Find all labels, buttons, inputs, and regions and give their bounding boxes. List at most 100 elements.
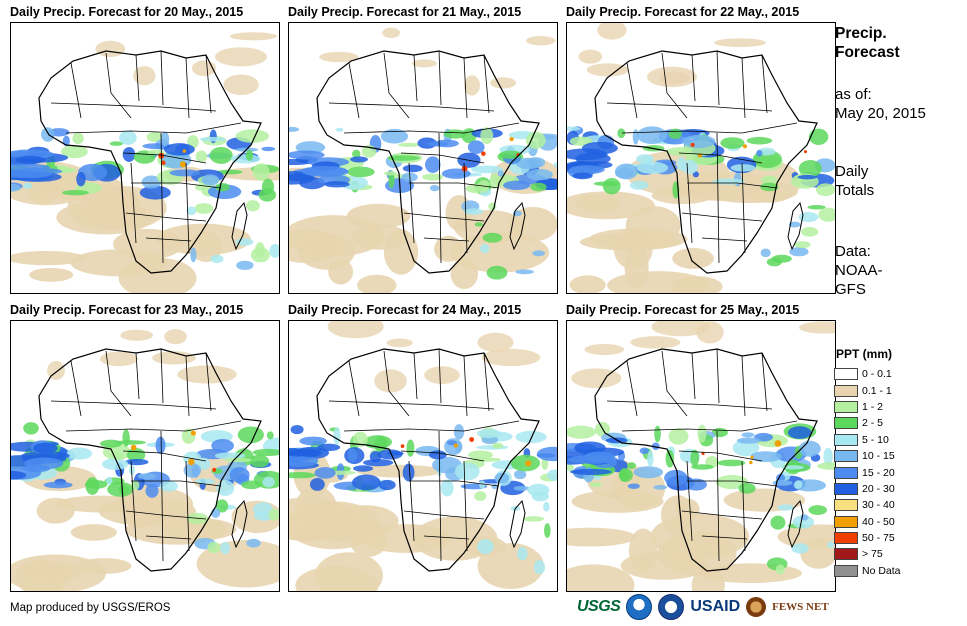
rain-cell: [477, 428, 501, 439]
legend-swatch: [834, 564, 858, 577]
heavy-rain-cell: [774, 440, 782, 447]
rain-cell: [746, 136, 773, 145]
as-of-label: as of:: [835, 86, 872, 103]
rain-cell: [685, 478, 707, 491]
fews-net-globe-icon: [746, 597, 767, 617]
light-precip-area: [386, 338, 413, 348]
light-precip-area: [569, 275, 606, 293]
legend-label: 5 - 10: [862, 433, 889, 446]
rain-cell: [443, 129, 467, 139]
legend-item: 50 - 75: [834, 530, 901, 546]
rain-cell: [492, 442, 504, 449]
rain-cell: [760, 248, 771, 258]
country-border: [716, 50, 720, 106]
rain-cell: [236, 260, 254, 270]
rain-cell: [474, 222, 483, 227]
rain-cell: [489, 173, 499, 189]
rain-cell: [352, 474, 381, 491]
country-border: [606, 400, 773, 410]
precip-map: [10, 320, 280, 592]
rain-cell: [730, 164, 756, 172]
light-precip-area: [490, 77, 517, 89]
light-precip-area: [36, 497, 75, 524]
country-border: [105, 52, 132, 119]
rain-cell: [818, 207, 835, 222]
country-border: [205, 352, 212, 412]
country-border: [145, 535, 192, 540]
rain-cell: [201, 174, 219, 186]
rain-cell: [653, 484, 668, 490]
rain-cell: [454, 462, 480, 481]
rain-cell: [629, 180, 649, 190]
legend-swatch: [834, 532, 858, 545]
country-border: [626, 360, 638, 417]
legend-label: 2 - 5: [862, 417, 884, 430]
map-panel-23-may: Daily Precip. Forecast for 23 May., 2015: [10, 302, 280, 592]
rain-cell: [781, 465, 804, 470]
rain-cell: [237, 426, 264, 444]
africa-outline: [38, 348, 262, 572]
light-precip-area: [327, 321, 384, 339]
map-panel-22-may: Daily Precip. Forecast for 22 May., 2015: [566, 4, 836, 294]
rain-cell: [772, 480, 793, 486]
africa-map-svg: [11, 32, 279, 293]
data-line-2: NOAA-: [835, 262, 883, 279]
rain-cell: [268, 508, 279, 521]
country-border: [403, 510, 485, 520]
rain-cell: [15, 155, 46, 164]
rain-cell: [289, 472, 316, 479]
rain-cell: [317, 443, 341, 452]
rain-cell: [789, 247, 809, 257]
rain-cell: [21, 451, 70, 461]
panel-title: Daily Precip. Forecast for 24 May., 2015: [288, 303, 522, 317]
country-border: [681, 510, 763, 520]
rain-cell: [668, 128, 682, 139]
rain-cell: [787, 426, 812, 439]
heavy-rain-cell: [461, 165, 468, 172]
rain-cell: [480, 243, 490, 254]
legend-item: 10 - 15: [834, 448, 901, 464]
rain-cell: [494, 472, 510, 484]
country-border: [621, 122, 798, 134]
totals-line-2: Totals: [835, 182, 875, 199]
precip-map: [10, 22, 280, 294]
country-border: [701, 237, 748, 242]
legend-label: 1 - 2: [862, 400, 884, 413]
rain-cell: [333, 427, 341, 445]
rain-cell: [335, 127, 344, 132]
country-border: [185, 162, 190, 254]
rain-cell: [190, 247, 197, 263]
country-border: [716, 430, 720, 562]
rain-cell: [478, 180, 490, 189]
country-border: [463, 355, 468, 417]
heavy-rain-cell: [130, 444, 137, 451]
country-border: [661, 52, 688, 119]
country-border: [687, 480, 778, 487]
rain-cell: [139, 185, 171, 200]
rain-cell: [517, 546, 528, 561]
country-border: [741, 162, 746, 254]
rain-cell: [777, 504, 795, 511]
rain-cell: [378, 479, 396, 491]
rain-cell: [732, 439, 760, 457]
light-precip-area: [411, 59, 437, 68]
madagascar-outline: [509, 499, 526, 549]
rain-cell: [614, 163, 638, 180]
country-border: [761, 54, 768, 114]
rain-cell: [636, 126, 668, 145]
country-border: [691, 54, 696, 102]
country-border: [438, 132, 442, 264]
rain-cell: [84, 480, 108, 489]
light-precip-area: [584, 343, 625, 356]
partner-logos: USGS USAID FEWS NET: [577, 594, 829, 620]
light-precip-area: [70, 524, 117, 541]
heavy-rain-cell: [525, 460, 532, 467]
rain-cell: [350, 156, 368, 163]
rain-cell: [422, 173, 444, 181]
rain-cell: [23, 182, 33, 189]
light-precip-area: [672, 247, 714, 269]
heavy-rain-cell: [509, 136, 514, 142]
rain-cell: [491, 483, 498, 490]
country-border: [348, 360, 360, 417]
heavy-rain-cell: [469, 437, 475, 442]
